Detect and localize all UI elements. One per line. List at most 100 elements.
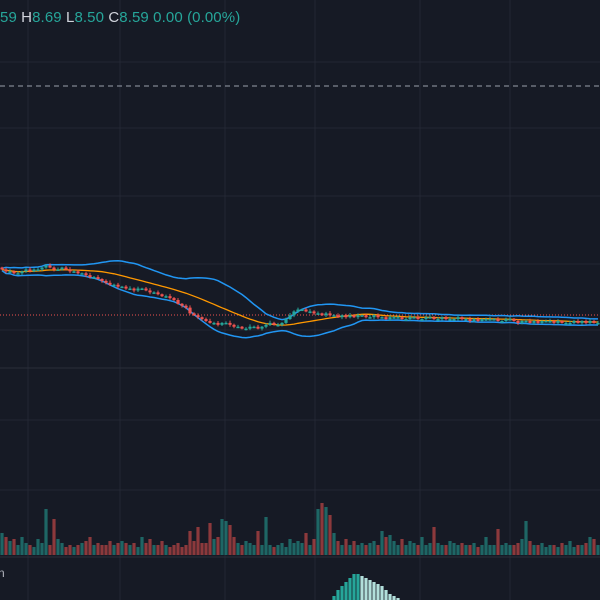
candle-body[interactable] (120, 286, 124, 289)
volume-bar[interactable] (408, 541, 412, 555)
histogram-bar[interactable] (344, 582, 348, 600)
candle-body[interactable] (568, 322, 572, 325)
volume-bar[interactable] (284, 547, 288, 555)
histogram-bar[interactable] (372, 582, 376, 600)
candle-body[interactable] (456, 317, 460, 320)
candle-body[interactable] (476, 319, 480, 321)
candle-body[interactable] (104, 280, 108, 283)
candle-body[interactable] (236, 326, 240, 329)
candle-body[interactable] (388, 317, 392, 320)
volume-bar[interactable] (48, 545, 52, 555)
volume-bar[interactable] (464, 545, 468, 555)
candle-body[interactable] (572, 321, 576, 323)
candle-body[interactable] (452, 319, 456, 321)
candle-body[interactable] (8, 271, 12, 273)
volume-bar[interactable] (16, 545, 20, 555)
candle-body[interactable] (196, 315, 200, 318)
candlestick-series[interactable] (0, 263, 600, 331)
volume-bar[interactable] (156, 545, 160, 555)
volume-bar[interactable] (308, 545, 312, 555)
candle-body[interactable] (312, 311, 316, 314)
candle-body[interactable] (40, 267, 44, 270)
candle-body[interactable] (16, 273, 20, 275)
volume-bar[interactable] (120, 541, 124, 555)
candle-body[interactable] (48, 265, 52, 268)
volume-bar[interactable] (216, 537, 220, 555)
volume-bar[interactable] (344, 539, 348, 555)
candle-body[interactable] (596, 322, 600, 325)
candle-body[interactable] (4, 269, 8, 272)
histogram-bar[interactable] (348, 578, 352, 600)
candle-body[interactable] (564, 322, 568, 325)
candle-body[interactable] (44, 265, 48, 268)
volume-bar[interactable] (244, 541, 248, 555)
candle-body[interactable] (524, 321, 528, 323)
volume-bar[interactable] (516, 543, 520, 555)
volume-bar[interactable] (428, 543, 432, 555)
histogram-bar[interactable] (352, 574, 356, 600)
volume-bar[interactable] (24, 543, 28, 555)
volume-bar[interactable] (460, 543, 464, 555)
volume-bar[interactable] (480, 545, 484, 555)
volume-bar[interactable] (484, 537, 488, 555)
candle-body[interactable] (528, 321, 532, 323)
volume-bar[interactable] (200, 543, 204, 555)
candle-body[interactable] (348, 315, 352, 318)
volume-bar[interactable] (596, 545, 600, 555)
candle-body[interactable] (500, 321, 504, 323)
volume-bar[interactable] (148, 539, 152, 555)
volume-bar[interactable] (80, 543, 84, 555)
candle-body[interactable] (264, 324, 268, 327)
candle-body[interactable] (100, 279, 104, 281)
candle-body[interactable] (376, 315, 380, 318)
candle-body[interactable] (232, 324, 236, 327)
volume-bar[interactable] (292, 543, 296, 555)
candle-body[interactable] (580, 321, 584, 323)
volume-bar[interactable] (192, 541, 196, 555)
candle-body[interactable] (332, 315, 336, 317)
volume-bar[interactable] (556, 547, 560, 555)
volume-bar[interactable] (288, 539, 292, 555)
candle-body[interactable] (0, 267, 4, 270)
volume-bar[interactable] (136, 547, 140, 555)
candle-body[interactable] (12, 271, 16, 274)
candle-body[interactable] (116, 284, 120, 287)
candle-body[interactable] (168, 296, 172, 299)
volume-bar[interactable] (176, 543, 180, 555)
candle-body[interactable] (536, 321, 540, 323)
volume-bar[interactable] (548, 545, 552, 555)
volume-bar[interactable] (320, 503, 324, 555)
candle-body[interactable] (556, 321, 560, 323)
volume-bar[interactable] (280, 543, 284, 555)
candle-body[interactable] (36, 269, 40, 271)
volume-bar[interactable] (424, 545, 428, 555)
volume-bar[interactable] (100, 545, 104, 555)
candle-body[interactable] (84, 273, 88, 276)
volume-bar[interactable] (228, 525, 232, 555)
candle-body[interactable] (184, 305, 188, 308)
volume-bar[interactable] (260, 545, 264, 555)
volume-bar[interactable] (528, 541, 532, 555)
volume-bar[interactable] (184, 545, 188, 555)
candle-body[interactable] (448, 319, 452, 321)
candle-body[interactable] (212, 322, 216, 325)
volume-bar[interactable] (208, 523, 212, 555)
candle-body[interactable] (496, 319, 500, 321)
volume-bar[interactable] (116, 543, 120, 555)
candle-body[interactable] (220, 322, 224, 325)
volume-bar[interactable] (96, 543, 100, 555)
volume-bar[interactable] (352, 541, 356, 555)
volume-bar[interactable] (104, 545, 108, 555)
volume-bar[interactable] (324, 507, 328, 555)
volume-bar[interactable] (492, 545, 496, 555)
candle-body[interactable] (176, 300, 180, 304)
candle-body[interactable] (548, 321, 552, 323)
volume-bar[interactable] (44, 509, 48, 555)
candle-body[interactable] (144, 288, 148, 291)
candle-body[interactable] (272, 322, 276, 325)
candle-body[interactable] (356, 315, 360, 318)
volume-bar[interactable] (592, 539, 596, 555)
volume-bar[interactable] (76, 545, 80, 555)
volume-bar[interactable] (536, 545, 540, 555)
volume-bar[interactable] (588, 537, 592, 555)
